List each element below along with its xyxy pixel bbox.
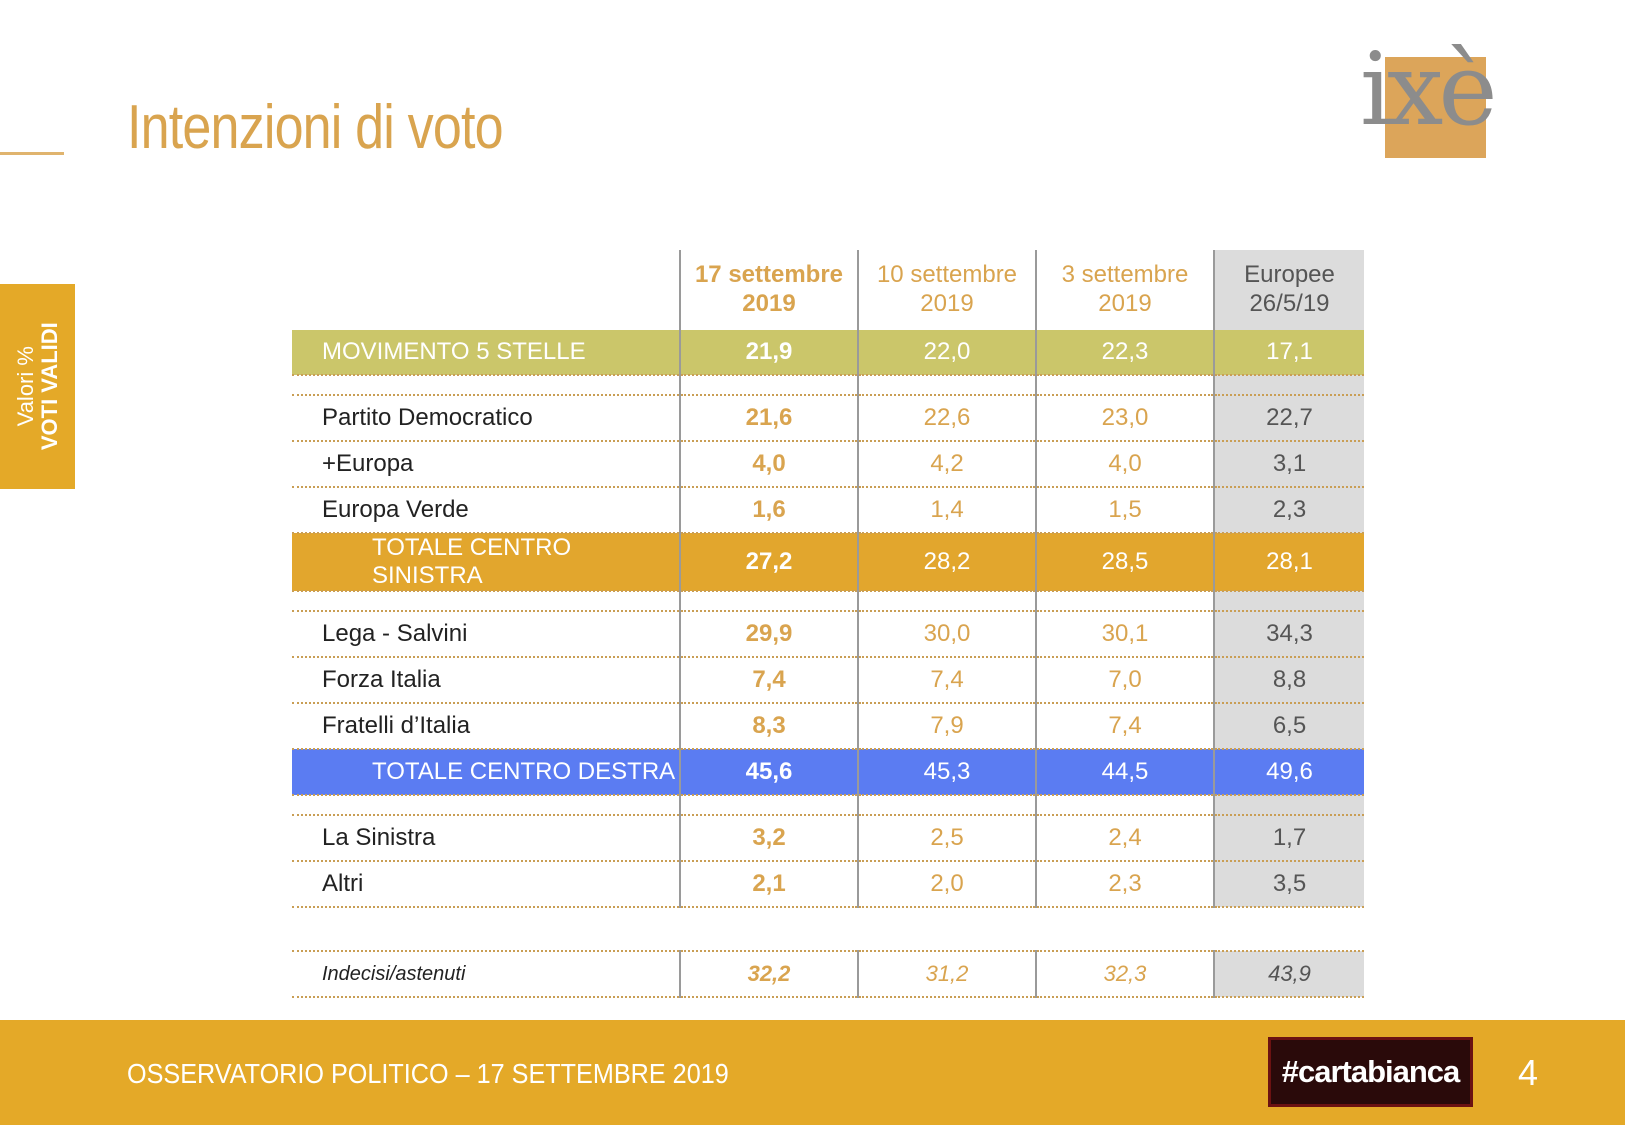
value-cell: 45,3 [857,749,1036,796]
value-cell: 49,6 [1213,749,1364,796]
table-row: Europa Verde 1,6 1,4 1,5 2,3 [292,487,1364,534]
value-cell: 3,2 [679,814,858,862]
value-cell: 2,4 [1035,814,1214,862]
badge-label: #cartabianca [1281,1054,1461,1089]
value-cell: 2,3 [1213,487,1364,534]
value-cell: 2,1 [679,861,858,908]
value-cell: 22,7 [1213,394,1364,442]
value-cell: 7,4 [679,657,858,704]
spacer-row [292,795,1364,815]
value-cell: 7,4 [1035,703,1214,750]
value-cell: 32,3 [1035,950,1214,998]
value-cell: 30,0 [857,610,1036,658]
value-cell: 3,1 [1213,441,1364,488]
value-cell: 28,2 [857,533,1036,592]
row-label: Partito Democratico [292,394,680,442]
page-number: 4 [1518,1052,1539,1093]
row-label: La Sinistra [292,814,680,862]
table-row: +Europa 4,0 4,2 4,0 3,1 [292,441,1364,488]
value-cell: 1,4 [857,487,1036,534]
table-header-row: 17 settembre 2019 10 settembre 2019 3 sett… [292,250,1364,330]
spacer-row [292,375,1364,395]
ixe-logo: ixè [1360,40,1498,162]
value-cell: 28,1 [1213,533,1364,592]
value-cell: 28,5 [1035,533,1214,592]
table-row: Fratelli d’Italia 8,3 7,9 7,4 6,5 [292,703,1364,750]
row-label: MOVIMENTO 5 STELLE [292,330,680,376]
value-cell: 8,3 [679,703,858,750]
spacer-row [292,591,1364,611]
table-row: Partito Democratico 21,6 22,6 23,0 22,7 [292,394,1364,442]
value-cell: 31,2 [857,950,1036,998]
value-cell: 17,1 [1213,330,1364,376]
row-label: Indecisi/astenuti [292,950,680,998]
table-row: Lega - Salvini 29,9 30,0 30,1 34,3 [292,610,1364,658]
value-cell: 7,9 [857,703,1036,750]
header-europee: Europee 26/5/19 [1213,250,1364,330]
row-label: +Europa [292,441,680,488]
logo-square [1385,57,1486,158]
value-cell: 8,8 [1213,657,1364,704]
value-cell: 4,2 [857,441,1036,488]
value-cell: 1,7 [1213,814,1364,862]
value-cell: 44,5 [1035,749,1214,796]
table-row-indecisi: Indecisi/astenuti 32,2 31,2 32,3 43,9 [292,950,1364,998]
side-tab-line2: VOTI VALIDI [36,322,62,451]
table-row: Altri 2,1 2,0 2,3 3,5 [292,861,1364,908]
header-3-settembre: 3 settembre 2019 [1035,250,1214,330]
value-cell: 22,0 [857,330,1036,376]
vote-intentions-table: 17 settembre 2019 10 settembre 2019 3 sett… [292,250,1364,998]
title-rule [0,152,64,155]
value-cell: 43,9 [1213,950,1364,998]
row-label: Lega - Salvini [292,610,680,658]
value-cell: 1,6 [679,487,858,534]
page-title: Intenzioni di voto [127,93,504,162]
header-10-settembre: 10 settembre 2019 [857,250,1036,330]
value-cell: 23,0 [1035,394,1214,442]
value-cell: 32,2 [679,950,858,998]
value-cell: 2,0 [857,861,1036,908]
side-tab-label: Valori % VOTI VALIDI [12,322,62,451]
spacer-row [292,907,1364,951]
row-label: Europa Verde [292,487,680,534]
row-label: TOTALE CENTRO DESTRA [292,749,680,796]
value-cell: 45,6 [679,749,858,796]
value-cell: 3,5 [1213,861,1364,908]
value-cell: 21,9 [679,330,858,376]
value-cell: 7,0 [1035,657,1214,704]
header-17-settembre: 17 settembre 2019 [679,250,858,330]
value-cell: 30,1 [1035,610,1214,658]
table-row-totale-centro-sinistra: TOTALE CENTRO SINISTRA 27,2 28,2 28,5 28… [292,533,1364,592]
table-row: Forza Italia 7,4 7,4 7,0 8,8 [292,657,1364,704]
value-cell: 4,0 [1035,441,1214,488]
table-row-m5s: MOVIMENTO 5 STELLE 21,9 22,0 22,3 17,1 [292,330,1364,376]
footer-bar: OSSERVATORIO POLITICO – 17 SETTEMBRE 201… [0,1020,1625,1125]
table-row-totale-centro-destra: TOTALE CENTRO DESTRA 45,6 45,3 44,5 49,6 [292,749,1364,796]
value-cell: 7,4 [857,657,1036,704]
logo-text: ixè [1360,31,1498,148]
row-label: Forza Italia [292,657,680,704]
value-cell: 2,3 [1035,861,1214,908]
value-cell: 22,3 [1035,330,1214,376]
row-label: TOTALE CENTRO SINISTRA [292,533,680,592]
value-cell: 21,6 [679,394,858,442]
value-cell: 34,3 [1213,610,1364,658]
value-cell: 29,9 [679,610,858,658]
side-tab: Valori % VOTI VALIDI [0,284,75,489]
value-cell: 27,2 [679,533,858,592]
value-cell: 6,5 [1213,703,1364,750]
cartabianca-badge: #cartabianca [1268,1037,1473,1107]
value-cell: 2,5 [857,814,1036,862]
value-cell: 22,6 [857,394,1036,442]
value-cell: 4,0 [679,441,858,488]
footer-text: OSSERVATORIO POLITICO – 17 SETTEMBRE 201… [127,1058,729,1089]
side-tab-line1: Valori % [12,346,38,427]
value-cell: 1,5 [1035,487,1214,534]
header-empty [292,250,680,330]
row-label: Fratelli d’Italia [292,703,680,750]
row-label: Altri [292,861,680,908]
table-row: La Sinistra 3,2 2,5 2,4 1,7 [292,814,1364,862]
